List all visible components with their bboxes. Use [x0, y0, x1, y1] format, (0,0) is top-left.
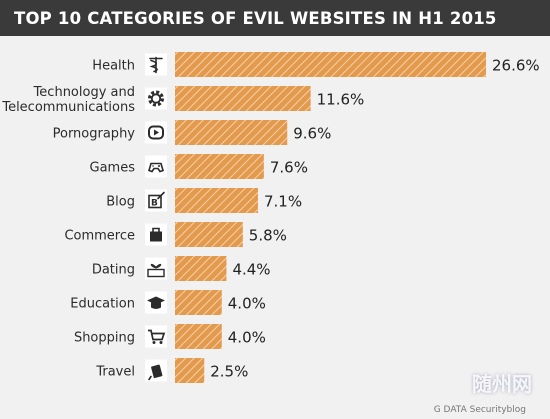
category-label: Telecommunications: [1, 100, 135, 115]
bar-row: Blog B 7.1%: [106, 188, 302, 213]
gear-icon: [148, 90, 164, 107]
bar-row: Pornography 9.6%: [53, 120, 331, 145]
blog-icon: B: [148, 191, 165, 209]
category-label: Dating: [92, 263, 135, 278]
graduation-cap-icon: [147, 296, 165, 309]
bar: [175, 222, 243, 247]
bar: [175, 188, 259, 213]
category-label: Pornography: [53, 127, 136, 142]
bar-row: Shopping 4.0%: [74, 324, 266, 349]
value-label: 4.0%: [228, 329, 266, 347]
bar: [175, 256, 227, 281]
value-label: 9.6%: [293, 125, 331, 143]
bar-row: Games 7.6%: [90, 154, 308, 179]
source-credit: G DATA Securityblog: [433, 405, 526, 415]
shopping-bag-icon: [150, 227, 162, 242]
luggage-icon: [148, 364, 163, 381]
bar: [175, 358, 205, 383]
category-label: Shopping: [74, 331, 135, 346]
gamepad-icon: [148, 162, 164, 173]
caduceus-icon: [149, 56, 163, 74]
bar-row: Health 26.6%: [92, 52, 540, 77]
chart-title: TOP 10 CATEGORIES OF EVIL WEBSITES IN H1…: [14, 8, 497, 28]
bar-row: Travel 2.5%: [95, 358, 248, 383]
bar: [175, 290, 222, 315]
bar: [175, 324, 222, 349]
value-label: 26.6%: [492, 57, 540, 75]
category-label: Education: [70, 297, 135, 312]
category-label: Games: [90, 161, 136, 176]
value-label: 11.6%: [317, 91, 365, 109]
shopping-cart-icon: [148, 329, 166, 344]
bar-row: Education 4.0%: [70, 290, 266, 315]
value-label: 4.0%: [228, 295, 266, 313]
bar-row: Commerce 5.8%: [64, 222, 287, 247]
play-icon: [148, 125, 164, 140]
category-label: Blog: [106, 195, 135, 210]
value-label: 7.6%: [270, 159, 308, 177]
bar: [175, 120, 288, 145]
bar-row: Dating 4.4%: [92, 256, 271, 281]
category-label: Health: [92, 59, 135, 74]
svg-text:B: B: [151, 199, 158, 209]
value-label: 2.5%: [210, 363, 248, 381]
watermark-text: 随州网: [472, 372, 532, 396]
value-label: 5.8%: [249, 227, 287, 245]
bar: [175, 154, 264, 179]
icon-tile: [145, 155, 167, 178]
category-label: Technology and: [33, 85, 135, 100]
value-label: 4.4%: [232, 261, 270, 279]
title-bar: TOP 10 CATEGORIES OF EVIL WEBSITES IN H1…: [0, 0, 550, 36]
icon-tile: [145, 87, 167, 110]
bar: [175, 52, 486, 77]
category-label: Commerce: [64, 229, 135, 244]
heart-keyboard-icon: [147, 263, 165, 278]
category-label: Travel: [95, 365, 135, 380]
value-label: 7.1%: [264, 193, 302, 211]
bar: [175, 86, 311, 111]
